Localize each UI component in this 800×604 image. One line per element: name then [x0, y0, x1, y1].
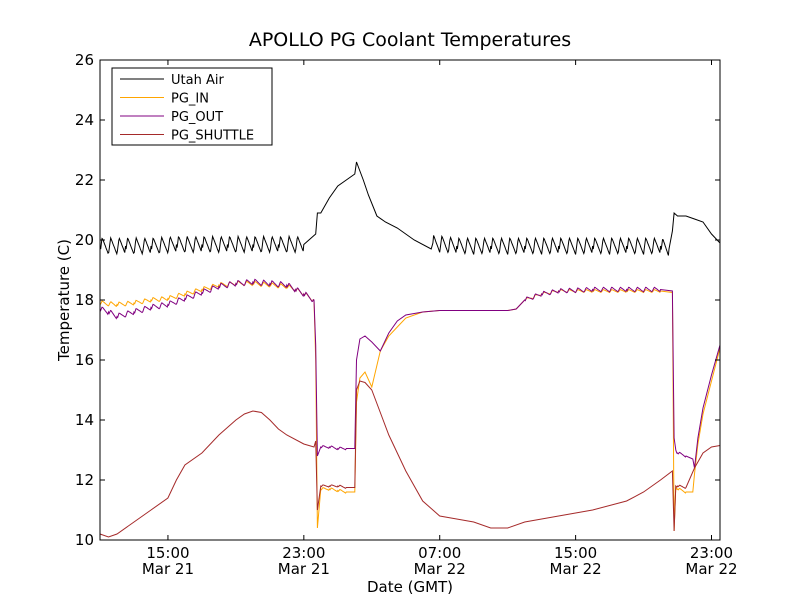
series-line-pg-out [99, 278, 721, 469]
y-tick-label: 18 [75, 291, 94, 309]
y-tick-label: 26 [75, 51, 94, 69]
legend-box [111, 67, 273, 146]
y-tick-label: 22 [75, 171, 94, 189]
y-tick-label: 24 [75, 111, 94, 129]
x-tick-time-label: 23:00 [690, 544, 733, 562]
y-tick-label: 12 [75, 471, 94, 489]
legend-label-pg-shuttle: PG_SHUTTLE [171, 129, 254, 144]
x-tick-time-label: 15:00 [554, 544, 597, 562]
series-layer [99, 161, 721, 538]
x-tick-time-label: 23:00 [282, 544, 325, 562]
x-tick-date-label: Mar 22 [414, 560, 466, 578]
y-tick-label: 20 [75, 231, 94, 249]
x-tick-time-label: 07:00 [418, 544, 461, 562]
x-tick-date-label: Mar 22 [685, 560, 737, 578]
x-tick-time-label: 15:00 [146, 544, 189, 562]
series-line-pg-shuttle [99, 380, 721, 538]
plot-area-frame [99, 59, 721, 541]
chart-title: APOLLO PG Coolant Temperatures [249, 29, 571, 51]
x-axis-label: Date (GMT) [367, 578, 453, 596]
legend-label-pg-out: PG_OUT [171, 110, 223, 125]
y-tick-label: 16 [75, 351, 94, 369]
series-line-utah-air [99, 161, 721, 256]
legend-label-utah-air: Utah Air [171, 73, 224, 88]
y-tick-label: 10 [75, 531, 94, 549]
legend-label-pg-in: PG_IN [171, 92, 209, 107]
y-tick-label: 14 [75, 411, 94, 429]
x-tick-date-label: Mar 21 [142, 560, 194, 578]
x-tick-date-label: Mar 22 [550, 560, 602, 578]
legend: Utah Air PG_IN PG_OUT PG_SHUTTLE [111, 67, 273, 146]
x-tick-date-label: Mar 21 [278, 560, 330, 578]
y-axis-label: Temperature (C) [55, 239, 73, 362]
